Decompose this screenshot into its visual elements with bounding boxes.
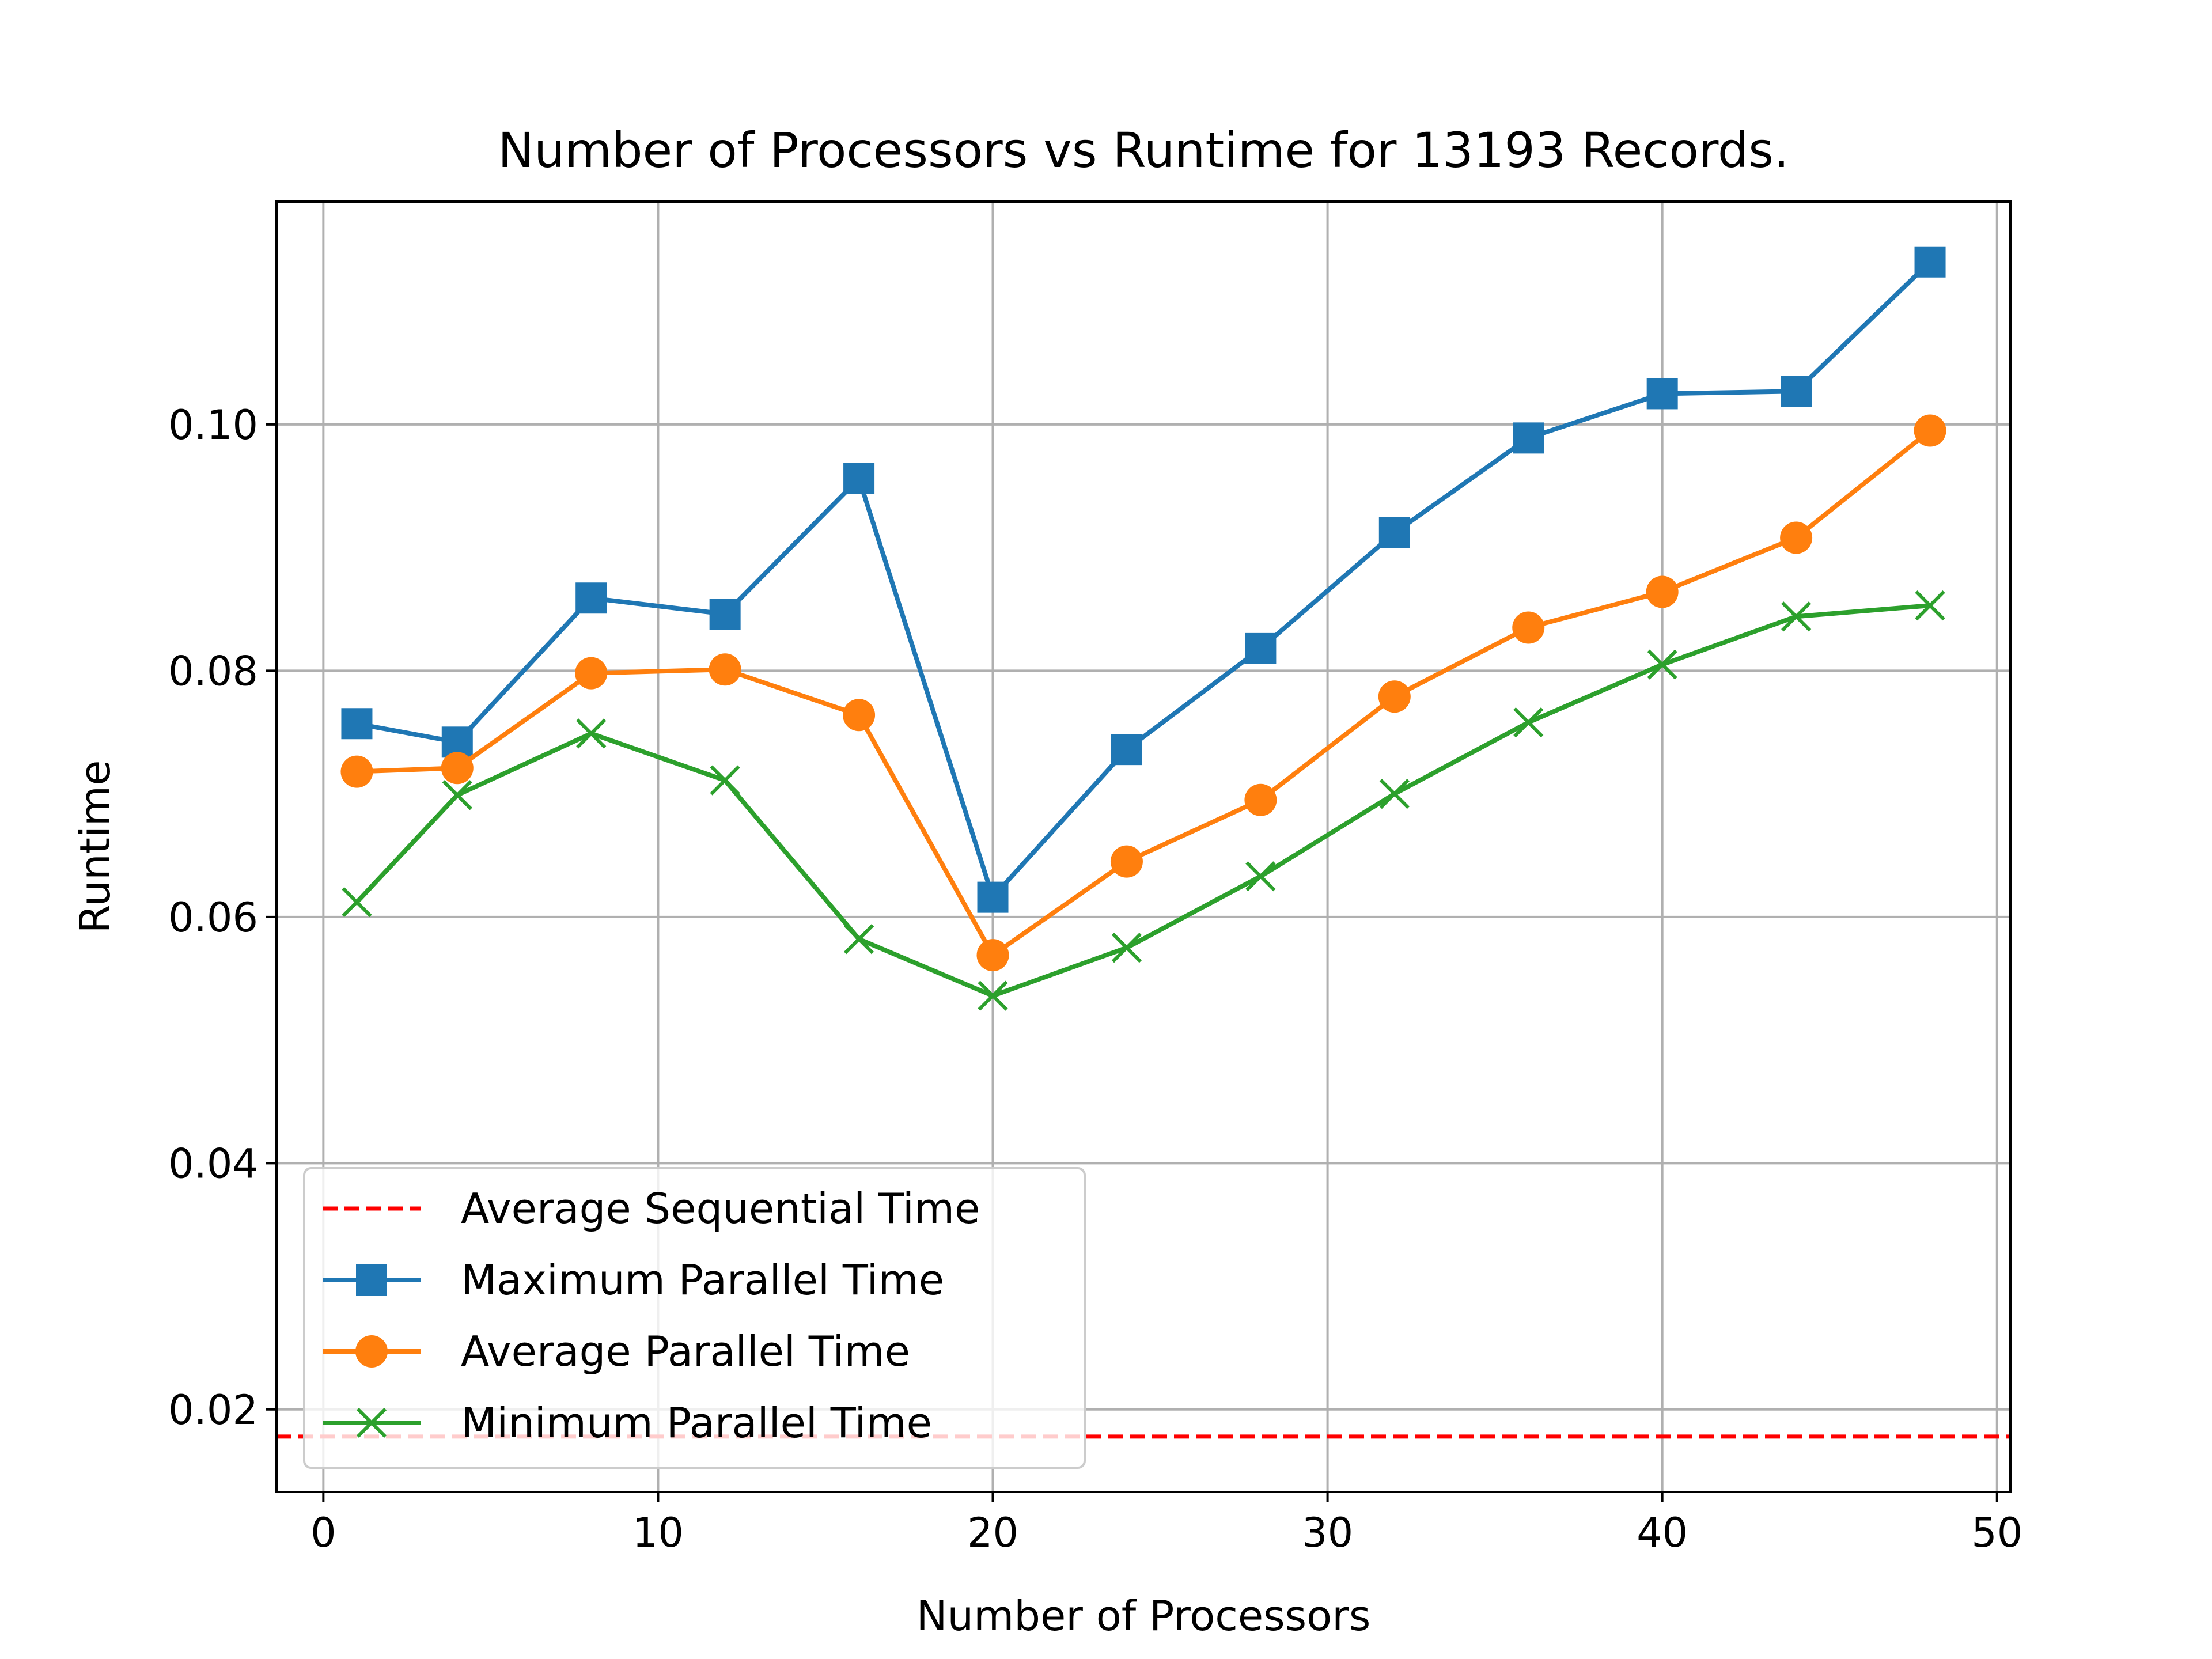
average-parallel-time-point (1780, 521, 1813, 554)
x-tick-label: 20 (967, 1509, 1018, 1556)
x-tick-label: 50 (1971, 1509, 2022, 1556)
x-tick-label: 30 (1302, 1509, 1353, 1556)
maximum-parallel-time-point (575, 582, 607, 614)
x-tick-label: 40 (1637, 1509, 1688, 1556)
average-parallel-time-point (1512, 611, 1545, 644)
x-tick-label: 0 (310, 1509, 336, 1556)
y-axis-label: Runtime (71, 760, 119, 934)
maximum-parallel-time-point (843, 463, 875, 494)
average-parallel-time-point (1914, 414, 1946, 447)
maximum-parallel-time-point (1513, 422, 1544, 454)
minimum-parallel-time-point (1915, 590, 1945, 621)
x-tick-label: 10 (632, 1509, 684, 1556)
minimum-parallel-time-point (1647, 649, 1677, 680)
average-parallel-time-point (575, 657, 608, 690)
average-parallel-time-point (976, 939, 1009, 972)
y-tick-label: 0.10 (168, 402, 258, 449)
average-parallel-time-point (340, 755, 373, 788)
legend-label: Maximum Parallel Time (461, 1256, 944, 1304)
legend-marker (355, 1335, 388, 1368)
plot-frame (275, 200, 2012, 1493)
average-parallel-time-point (1378, 680, 1411, 713)
legend-box (303, 1167, 1086, 1469)
maximum-parallel-time-point (709, 599, 741, 630)
maximum-parallel-time-point (1245, 632, 1277, 664)
maximum-parallel-time-point (1781, 376, 1812, 407)
legend: Average Sequential Time Maximum Parallel … (303, 1167, 1086, 1469)
maximum-parallel-time-point (1111, 734, 1142, 766)
minimum-parallel-time-point (1513, 707, 1544, 738)
minimum-parallel-time-point (1379, 778, 1410, 809)
minimum-parallel-time-point (843, 924, 874, 955)
legend-item-average-sequential-time: Average Sequential Time (323, 1184, 980, 1233)
average-parallel-time-point (441, 752, 474, 785)
legend-marker (356, 1264, 387, 1296)
maximum-parallel-time-point (977, 881, 1009, 913)
minimum-parallel-time-point (1111, 933, 1142, 963)
maximum-parallel-time-point (341, 708, 373, 740)
minimum-parallel-time-point (1781, 601, 1812, 632)
y-tick-label: 0.08 (168, 647, 258, 695)
average-parallel-time-point (843, 699, 876, 732)
average-parallel-time-point (709, 653, 741, 686)
minimum-parallel-time-point (1245, 861, 1276, 892)
legend-item-minimum-parallel-time: Minimum Parallel Time (323, 1399, 932, 1447)
x-axis-label: Number of Processors (916, 1592, 1371, 1640)
axis-ticks: 0 10 20 30 40 50 0.02 0.04 0.06 0.08 0.10 (168, 402, 2022, 1556)
minimum-parallel-time-point (576, 718, 607, 749)
chart-title: Number of Processors vs Runtime for 1319… (498, 122, 1789, 179)
legend-item-average-parallel-time: Average Parallel Time (323, 1327, 910, 1376)
average-parallel-time-point (1244, 783, 1277, 816)
y-tick-label: 0.02 (168, 1387, 258, 1434)
maximum-parallel-time-series (341, 246, 1946, 913)
average-parallel-time-point (1110, 845, 1143, 878)
minimum-parallel-time-point (442, 780, 472, 810)
y-tick-label: 0.06 (168, 894, 258, 941)
minimum-parallel-time-series (342, 590, 1945, 1011)
y-tick-label: 0.04 (168, 1140, 258, 1187)
legend-label: Average Sequential Time (461, 1184, 980, 1233)
grid (276, 202, 2010, 1492)
legend-label: Minimum Parallel Time (461, 1399, 932, 1447)
maximum-parallel-time-point (1646, 378, 1678, 410)
average-parallel-time-series (340, 414, 1946, 972)
minimum-parallel-time-point (710, 765, 740, 796)
legend-item-maximum-parallel-time: Maximum Parallel Time (323, 1256, 944, 1304)
series-layer (340, 246, 1946, 1011)
maximum-parallel-time-point (1914, 246, 1946, 278)
legend-marker (356, 1407, 387, 1438)
maximum-parallel-time-point (1378, 517, 1410, 548)
average-parallel-time-point (1646, 575, 1679, 608)
minimum-parallel-time-point (342, 887, 372, 918)
minimum-parallel-time-point (978, 980, 1008, 1011)
legend-label: Average Parallel Time (461, 1327, 910, 1376)
